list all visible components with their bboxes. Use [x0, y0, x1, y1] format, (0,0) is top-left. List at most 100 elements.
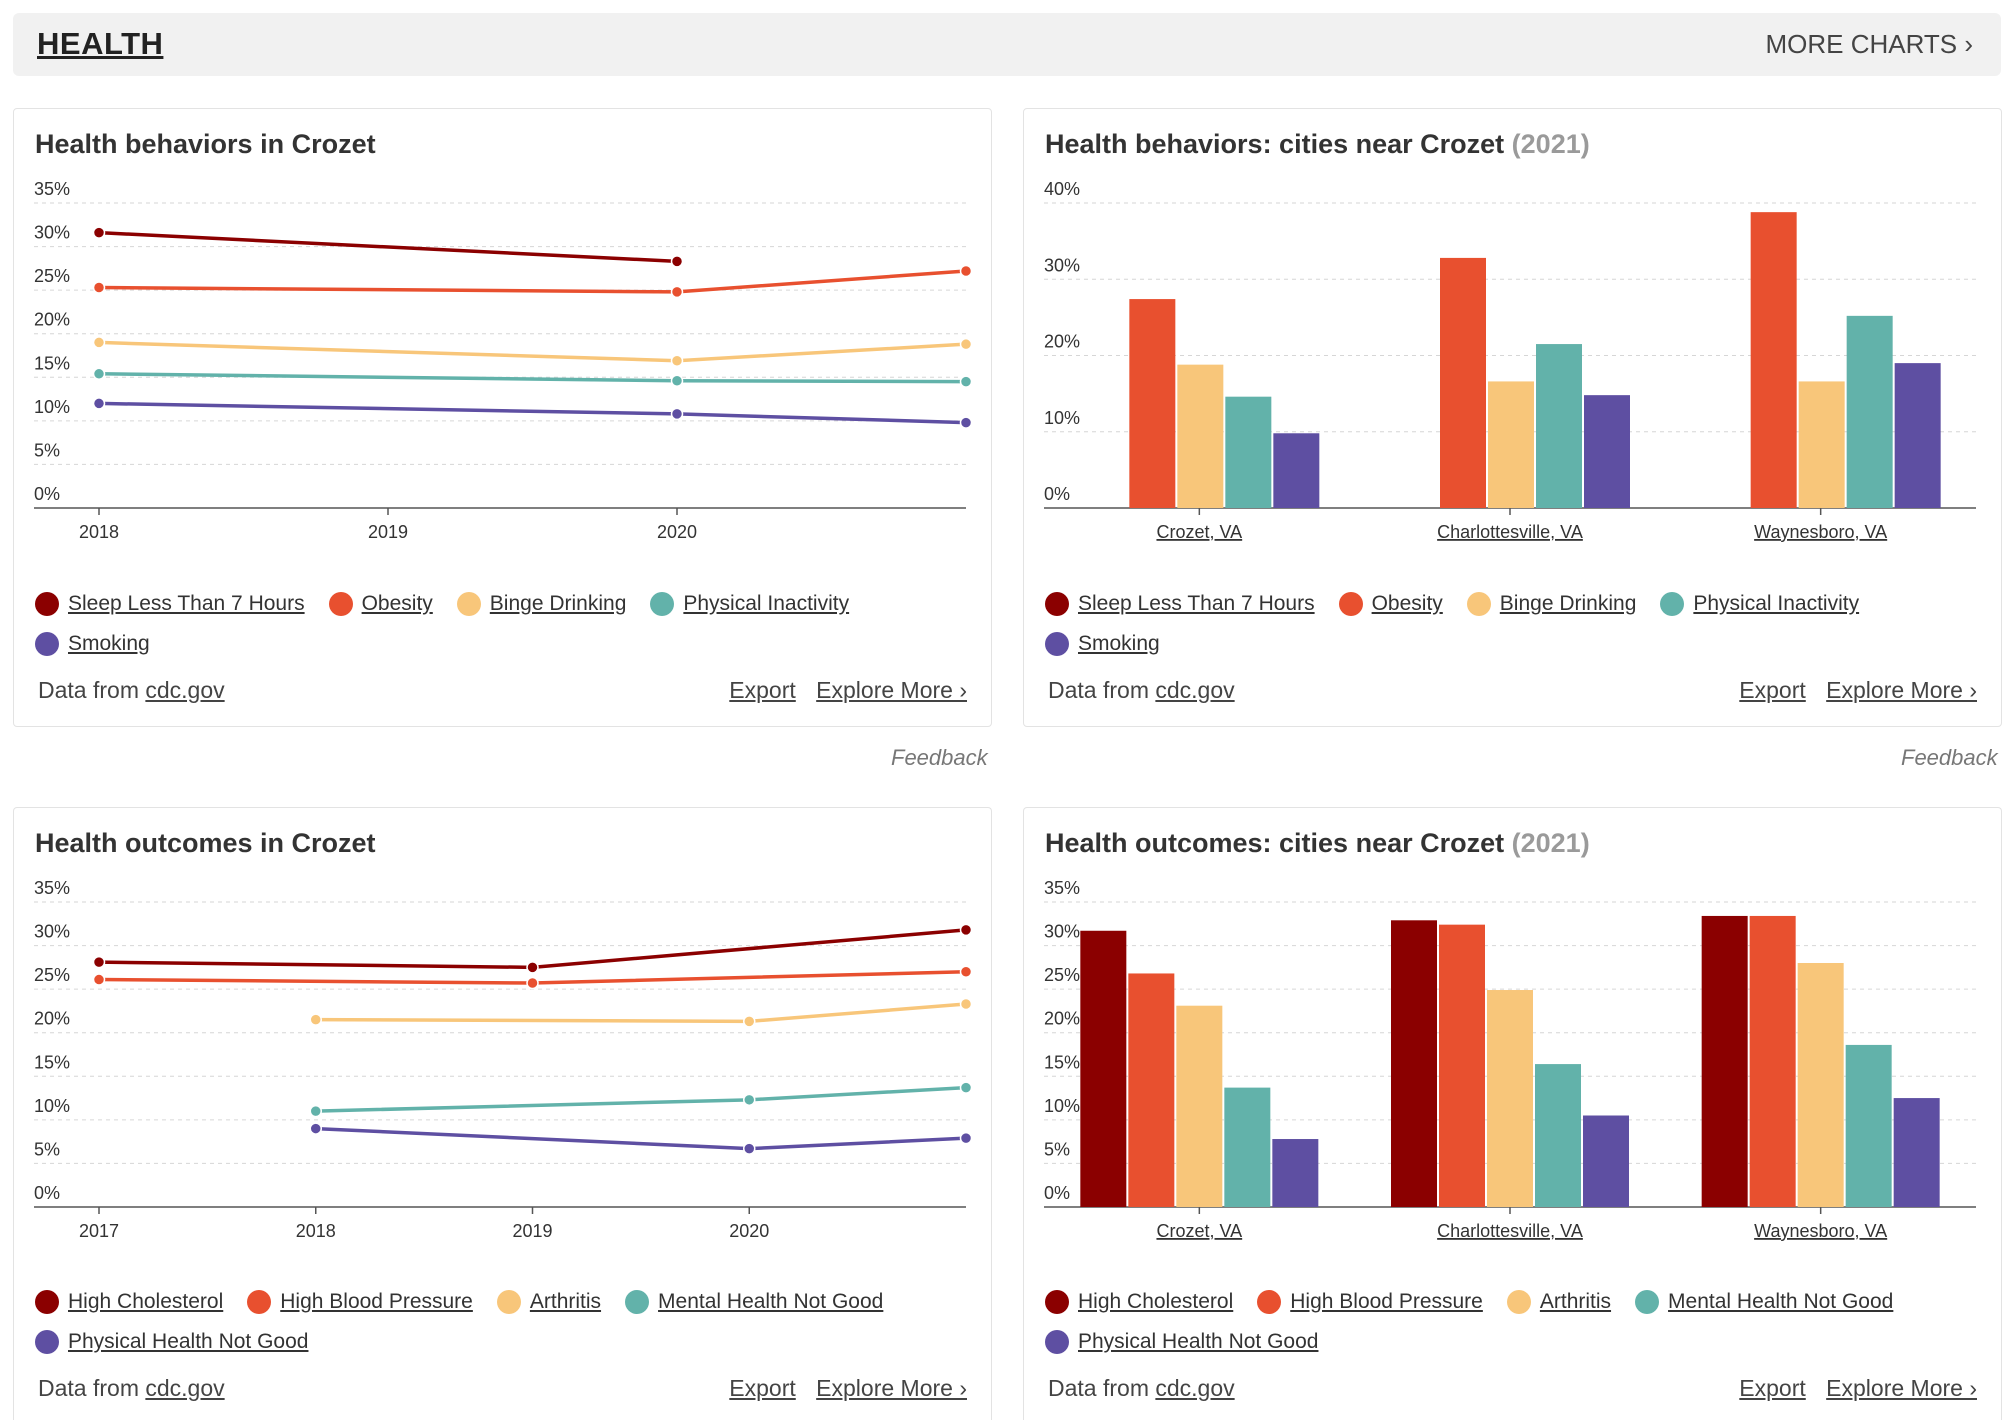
- card-health-outcomes-bar: Health outcomes: cities near Crozet (202…: [1023, 807, 2002, 1420]
- legend-item[interactable]: Physical Health Not Good: [35, 1328, 308, 1355]
- legend-swatch: [35, 1289, 59, 1314]
- legend-swatch: [247, 1289, 272, 1314]
- card-footer: Data from cdc.gov Export Explore More ›: [1048, 677, 1977, 704]
- legend-label: Mental Health Not Good: [658, 1289, 884, 1313]
- legend-item[interactable]: Sleep Less Than 7 Hours: [35, 590, 305, 617]
- legend-swatch: [1338, 591, 1363, 616]
- x-tick-label: 2018: [296, 1221, 336, 1241]
- feedback-link[interactable]: Feedback: [891, 745, 988, 770]
- chart-legend: High Cholesterol High Blood Pressure Arthr…: [35, 1288, 965, 1355]
- legend-item[interactable]: Binge Drinking: [1466, 590, 1636, 617]
- export-link[interactable]: Export: [729, 1375, 796, 1401]
- x-tick-label: 2019: [512, 1221, 552, 1241]
- legend-label: Mental Health Not Good: [1668, 1289, 1894, 1313]
- bar: [1584, 395, 1630, 508]
- legend-swatch: [1635, 1289, 1660, 1314]
- data-point: [959, 997, 973, 1011]
- legend-swatch: [1257, 1289, 1282, 1314]
- y-tick-label: 5%: [34, 440, 60, 460]
- y-tick-label: 20%: [34, 1009, 70, 1029]
- y-tick-label: 10%: [34, 397, 70, 417]
- legend-label: Physical Health Not Good: [1078, 1329, 1319, 1353]
- data-source-prefix: Data from: [1048, 677, 1156, 703]
- series-line: [98, 269, 967, 294]
- x-tick-label: Waynesboro, VA: [1754, 522, 1887, 542]
- card-title-text: Health behaviors in Crozet: [35, 129, 376, 159]
- legend-label: Obesity: [1371, 591, 1443, 615]
- legend-swatch: [1506, 1289, 1531, 1314]
- legend-item[interactable]: Obesity: [1338, 590, 1443, 617]
- data-point: [309, 1122, 322, 1135]
- legend-item[interactable]: Physical Inactivity: [1660, 590, 1859, 617]
- data-point: [743, 1093, 756, 1107]
- source-link[interactable]: cdc.gov: [1155, 1375, 1235, 1401]
- y-tick-label: 10%: [34, 1096, 70, 1116]
- legend-item[interactable]: Smoking: [35, 630, 150, 657]
- legend-swatch: [35, 591, 59, 616]
- card-health-outcomes-line: Health outcomes in Crozet 0% 5% 10% 15% 20% 2…: [13, 807, 992, 1420]
- legend-item[interactable]: Mental Health Not Good: [1635, 1288, 1893, 1315]
- more-charts-link[interactable]: MORE CHARTS ›: [1765, 29, 1973, 59]
- export-link[interactable]: Export: [1739, 677, 1806, 703]
- legend-label: High Blood Pressure: [280, 1289, 473, 1313]
- y-tick-label: 0%: [1044, 484, 1070, 504]
- source-link[interactable]: cdc.gov: [145, 677, 225, 703]
- data-point: [92, 281, 106, 294]
- legend-label: Physical Inactivity: [683, 591, 850, 615]
- data-point: [959, 337, 973, 351]
- source-link[interactable]: cdc.gov: [1155, 677, 1235, 703]
- y-tick-label: 35%: [1044, 878, 1080, 898]
- legend-item[interactable]: High Cholesterol: [35, 1288, 223, 1315]
- legend-label: Sleep Less Than 7 Hours: [68, 591, 305, 615]
- legend-item[interactable]: Obesity: [328, 590, 433, 617]
- explore-more-link[interactable]: Explore More ›: [1826, 677, 1977, 703]
- legend-item[interactable]: Smoking: [1045, 630, 1160, 657]
- y-tick-label: 5%: [34, 1139, 60, 1159]
- data-source-prefix: Data from: [1048, 1375, 1156, 1401]
- legend-label: Physical Inactivity: [1693, 591, 1860, 615]
- y-tick-label: 10%: [1044, 1096, 1080, 1116]
- legend-swatch: [496, 1289, 521, 1314]
- legend-item[interactable]: Sleep Less Than 7 Hours: [1045, 590, 1315, 617]
- legend-item[interactable]: High Blood Pressure: [1257, 1288, 1483, 1315]
- legend-swatch: [625, 1289, 650, 1314]
- x-tick-label: 2017: [79, 1221, 119, 1241]
- legend-item[interactable]: Physical Inactivity: [650, 590, 849, 617]
- feedback-link[interactable]: Feedback: [1901, 745, 1998, 770]
- series-line: [315, 1085, 967, 1113]
- bar: [1272, 1139, 1319, 1207]
- series-line: [315, 1126, 967, 1151]
- source-link[interactable]: cdc.gov: [145, 1375, 225, 1401]
- x-tick-label: 2018: [79, 522, 119, 542]
- legend-item[interactable]: Arthritis: [496, 1288, 601, 1315]
- y-tick-label: 0%: [1044, 1183, 1070, 1203]
- legend-item[interactable]: Arthritis: [1506, 1288, 1611, 1315]
- legend-swatch: [35, 1329, 59, 1354]
- card-title: Health behaviors in Crozet: [35, 129, 376, 160]
- legend-item[interactable]: Physical Health Not Good: [1045, 1328, 1318, 1355]
- explore-more-link[interactable]: Explore More ›: [816, 1375, 967, 1401]
- bar: [1583, 1115, 1629, 1207]
- data-point: [743, 1015, 756, 1028]
- y-tick-label: 10%: [1044, 408, 1080, 428]
- bar: [1797, 963, 1844, 1207]
- x-tick-label: Charlottesville, VA: [1437, 522, 1583, 542]
- y-tick-label: 15%: [1044, 1052, 1080, 1072]
- export-link[interactable]: Export: [729, 677, 796, 703]
- y-tick-label: 15%: [34, 353, 70, 373]
- legend-item[interactable]: High Blood Pressure: [247, 1288, 473, 1315]
- y-tick-label: 0%: [34, 1183, 60, 1203]
- x-tick-label: 2020: [729, 1221, 769, 1241]
- legend-item[interactable]: Mental Health Not Good: [625, 1288, 883, 1315]
- data-source: Data from cdc.gov: [38, 1375, 225, 1401]
- explore-more-link[interactable]: Explore More ›: [1826, 1375, 1977, 1401]
- section-title: HEALTH: [37, 26, 164, 61]
- explore-more-link[interactable]: Explore More ›: [816, 677, 967, 703]
- legend-item[interactable]: High Cholesterol: [1045, 1288, 1233, 1315]
- chart-legend: Sleep Less Than 7 Hours Obesity Binge Drin…: [1045, 590, 1975, 657]
- x-tick-label: 2019: [368, 522, 408, 542]
- legend-item[interactable]: Binge Drinking: [456, 590, 626, 617]
- export-link[interactable]: Export: [1739, 1375, 1806, 1401]
- data-point: [92, 336, 106, 349]
- legend-swatch: [1045, 631, 1069, 656]
